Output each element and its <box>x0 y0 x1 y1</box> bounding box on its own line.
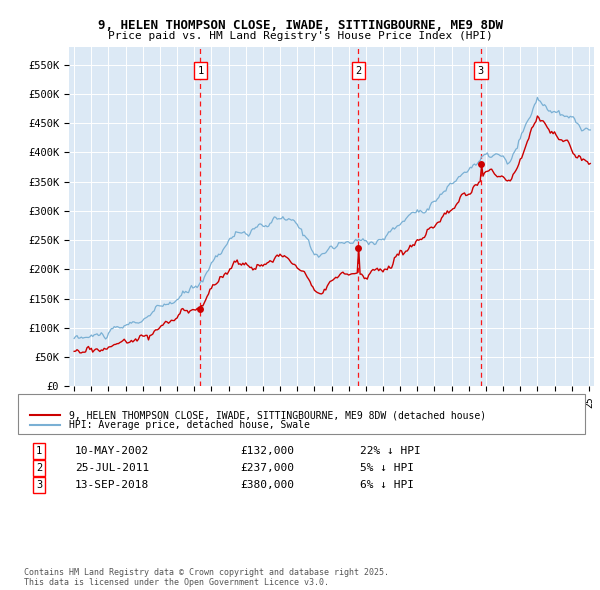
Text: 25-JUL-2011: 25-JUL-2011 <box>75 463 149 473</box>
Text: HPI: Average price, detached house, Swale: HPI: Average price, detached house, Swal… <box>69 421 310 430</box>
Text: 2: 2 <box>36 463 42 473</box>
Text: 5% ↓ HPI: 5% ↓ HPI <box>360 463 414 473</box>
Text: £380,000: £380,000 <box>240 480 294 490</box>
Text: 10-MAY-2002: 10-MAY-2002 <box>75 446 149 455</box>
Text: 3: 3 <box>478 65 484 76</box>
Text: 3: 3 <box>36 480 42 490</box>
Text: Contains HM Land Registry data © Crown copyright and database right 2025.
This d: Contains HM Land Registry data © Crown c… <box>24 568 389 587</box>
Text: 9, HELEN THOMPSON CLOSE, IWADE, SITTINGBOURNE, ME9 8DW (detached house): 9, HELEN THOMPSON CLOSE, IWADE, SITTINGB… <box>69 411 486 420</box>
Text: Price paid vs. HM Land Registry's House Price Index (HPI): Price paid vs. HM Land Registry's House … <box>107 31 493 41</box>
Text: 1: 1 <box>197 65 203 76</box>
Text: 13-SEP-2018: 13-SEP-2018 <box>75 480 149 490</box>
Text: 22% ↓ HPI: 22% ↓ HPI <box>360 446 421 455</box>
Text: £132,000: £132,000 <box>240 446 294 455</box>
Text: 1: 1 <box>36 446 42 455</box>
Text: £237,000: £237,000 <box>240 463 294 473</box>
Text: 9, HELEN THOMPSON CLOSE, IWADE, SITTINGBOURNE, ME9 8DW: 9, HELEN THOMPSON CLOSE, IWADE, SITTINGB… <box>97 19 503 32</box>
Text: 2: 2 <box>355 65 362 76</box>
Text: 6% ↓ HPI: 6% ↓ HPI <box>360 480 414 490</box>
